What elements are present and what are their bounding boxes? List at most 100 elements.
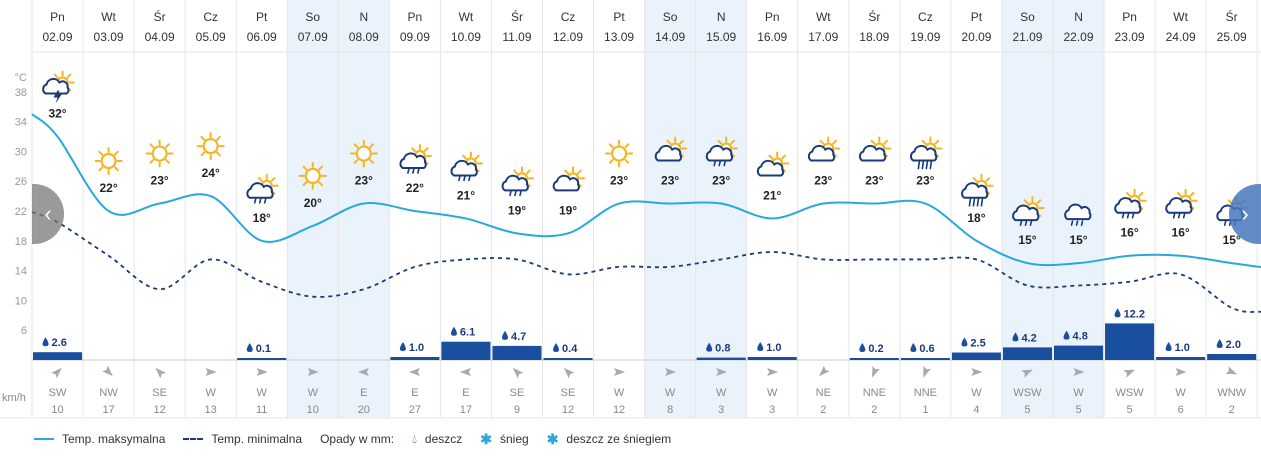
temp-max-label: 16° <box>1120 226 1138 240</box>
wind-arrow-shape <box>767 368 779 376</box>
legend-min-label: Temp. minimalna <box>211 432 303 446</box>
rain-stroke <box>519 190 522 197</box>
sun-ray <box>624 158 630 164</box>
sun-ray <box>666 139 672 145</box>
rain-stroke <box>980 198 984 207</box>
precip-label-group: 0.4 <box>553 343 578 355</box>
wind-speed: 20 <box>358 404 370 416</box>
wind-arrow-shape <box>357 368 369 376</box>
y-tick-label: 26 <box>15 176 27 188</box>
precip-label-group: 4.2 <box>1012 332 1037 344</box>
temp-max-label: 22° <box>99 181 117 195</box>
day-date: 17.09 <box>808 30 838 44</box>
day-name: Wt <box>101 10 116 24</box>
precip-bar <box>1207 354 1257 360</box>
day-date: 09.09 <box>400 30 430 44</box>
wind-arrow-shape <box>563 367 575 379</box>
wind-speed: 12 <box>613 404 625 416</box>
day-name: Śr <box>511 9 523 24</box>
wind-direction: SE <box>510 387 525 399</box>
sun-ray <box>972 177 978 182</box>
precip-bar <box>747 357 797 360</box>
day-date: 11.09 <box>502 30 531 44</box>
sun-ray <box>318 165 323 171</box>
sun-ray <box>768 154 774 160</box>
temp-max-label: 23° <box>916 174 934 188</box>
rain-stroke <box>1172 212 1176 219</box>
wind-arrow-icon <box>408 368 420 376</box>
sun-ray <box>921 139 927 145</box>
raindrop-icon <box>42 337 49 347</box>
precip-label: 4.8 <box>1073 331 1088 343</box>
sun-ray <box>679 139 684 145</box>
wind-speed: 4 <box>973 404 979 416</box>
temp-max-label: 15° <box>1223 233 1241 247</box>
sun-ray <box>113 150 119 156</box>
wind-direction: W <box>971 387 982 399</box>
legend-rain: 💧︎ deszcz <box>412 432 462 447</box>
sun-ray <box>717 139 723 145</box>
wind-speed: 17 <box>102 404 114 416</box>
temp-max-label: 21° <box>457 188 475 202</box>
sun-cloud-icon <box>858 136 892 162</box>
temp-max-label: 20° <box>304 196 322 210</box>
day-date: 21.09 <box>1012 30 1042 44</box>
wind-arrow-icon <box>307 368 319 376</box>
wind-direction: W <box>767 387 778 399</box>
wind-speed: 5 <box>1075 404 1081 416</box>
wind-speed: 2 <box>820 404 826 416</box>
wind-direction: WNW <box>1217 387 1246 399</box>
sun-ray <box>985 177 991 182</box>
cloud-shape <box>501 174 529 192</box>
day-name: Śr <box>154 9 166 24</box>
day-name: Pt <box>971 10 983 24</box>
solid-line-swatch <box>34 438 54 440</box>
sun-ray <box>149 158 155 164</box>
wind-direction: SE <box>152 387 167 399</box>
sun-ray <box>200 135 206 141</box>
day-name: Wt <box>816 10 831 24</box>
wind-direction: W <box>665 387 676 399</box>
cloud-shape <box>246 182 274 199</box>
cloud-shape <box>756 159 785 177</box>
day-date: 23.09 <box>1115 30 1145 44</box>
rain-stroke <box>514 190 517 197</box>
precip-label: 1.0 <box>1175 342 1190 354</box>
day-date: 12.09 <box>553 30 583 44</box>
rain-stroke <box>468 175 471 182</box>
precip-label-group: 1.0 <box>1165 342 1190 354</box>
sun-cloud-rain-icon <box>1012 196 1045 226</box>
precip-bar <box>390 357 440 360</box>
rain-stroke <box>1019 220 1023 226</box>
wind-arrow-shape <box>51 367 62 379</box>
day-name: Pn <box>1122 10 1137 24</box>
temp-max-label: 24° <box>202 166 220 180</box>
raindrop-icon <box>757 342 764 351</box>
wind-arrow-icon <box>102 365 113 377</box>
lightning-bolt <box>53 90 62 104</box>
precip-bar <box>237 358 287 360</box>
wind-arrow-icon <box>155 367 166 379</box>
cloud-shape <box>450 159 478 177</box>
day-name: Pt <box>256 10 268 24</box>
wind-direction: WSW <box>1013 387 1042 399</box>
wind-speed: 27 <box>409 404 421 416</box>
temp-max-label: 32° <box>48 107 66 121</box>
wind-arrow-shape <box>614 368 626 376</box>
sun-ray <box>257 177 263 182</box>
weekend-column <box>644 0 696 418</box>
precip-label-group: 2.6 <box>42 337 67 349</box>
day-name: Cz <box>918 10 933 24</box>
day-name: Cz <box>203 10 218 24</box>
wind-speed: 2 <box>1229 404 1235 416</box>
wind-arrow-icon <box>205 368 217 376</box>
precip-bar <box>696 357 746 360</box>
precip-label-group: 4.8 <box>1063 330 1088 343</box>
day-date: 18.09 <box>859 30 889 44</box>
snowflake-icon: ✱ <box>480 430 492 447</box>
day-date: 08.09 <box>349 30 379 44</box>
sun-ray <box>870 139 876 145</box>
sun-icon <box>196 132 225 161</box>
precip-label-group: 1.0 <box>757 342 782 354</box>
wind-speed: 3 <box>718 404 724 416</box>
